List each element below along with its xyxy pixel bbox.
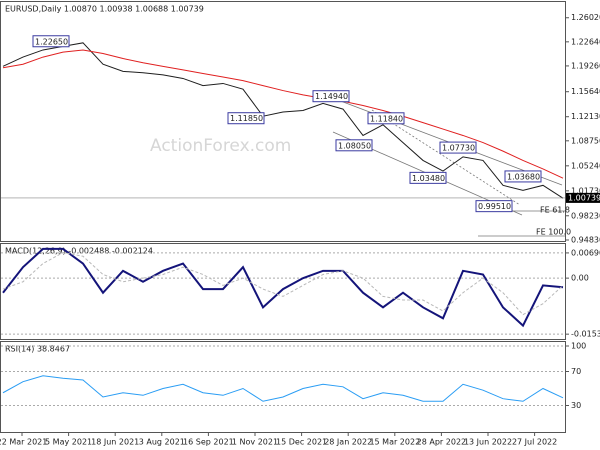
y-tick-label: 1.08750 xyxy=(571,136,600,145)
series-line xyxy=(2,42,564,199)
y-tick-label: 1.26020 xyxy=(571,13,600,22)
y-tick-label: 70 xyxy=(571,367,581,376)
x-tick-label: 1 Nov 2021 xyxy=(232,438,278,447)
fe-label: FE 100.0 xyxy=(536,228,571,237)
series-line xyxy=(2,247,564,328)
x-tick-label: 22 Mar 2021 xyxy=(0,438,47,447)
x-tick-label: 28 Jan 2022 xyxy=(324,438,372,447)
x-tick-label: 3 Aug 2021 xyxy=(139,438,185,447)
x-tick-label: 15 Mar 2022 xyxy=(369,438,420,447)
last-price-label: 1.00739 xyxy=(568,193,600,202)
x-tick-label: 13 Jun 2022 xyxy=(464,438,512,447)
series-line xyxy=(2,375,564,402)
rsi-panel xyxy=(0,341,566,433)
x-tick-label: 28 Apr 2022 xyxy=(417,438,466,447)
x-tick-label: 15 Dec 2021 xyxy=(276,438,327,447)
price-annotation: 1.22650 xyxy=(35,37,68,46)
price-annotation: 1.14940 xyxy=(315,92,348,101)
price-annotation: 1.11840 xyxy=(370,114,403,123)
y-tick-label: 1.05240 xyxy=(571,161,600,170)
y-tick-label: -0.015348 xyxy=(571,330,600,339)
fe-label: FE 61.8 xyxy=(540,206,570,215)
price-annotation: 0.99510 xyxy=(478,202,511,211)
y-tick-label: 100 xyxy=(571,342,586,351)
price-annotation: 1.03680 xyxy=(507,172,540,181)
y-tick-label: 1.15640 xyxy=(571,87,600,96)
y-tick-label: 1.19260 xyxy=(571,61,600,70)
series-line xyxy=(2,49,564,179)
trend-lines xyxy=(329,96,565,237)
price-annotation-box xyxy=(312,90,350,103)
x-tick-label: 16 Sep 2021 xyxy=(183,438,234,447)
rsi-title: RSI(14) 38.8467 xyxy=(5,345,70,354)
y-tick-label: 0.006906 xyxy=(571,248,600,257)
y-tick-label: 1.12130 xyxy=(571,112,600,121)
price-annotation-box xyxy=(32,35,70,48)
price-annotation-box xyxy=(335,139,373,152)
price-annotation: 1.08050 xyxy=(338,141,371,150)
price-annotation-box xyxy=(367,112,405,125)
price-annotation-box xyxy=(409,171,447,184)
y-tick-label: 1.22640 xyxy=(571,37,600,46)
x-tick-label: 18 Jun 2021 xyxy=(91,438,139,447)
series-line xyxy=(2,252,564,316)
y-tick-label: 0.00 xyxy=(571,274,589,283)
y-tick-label: 0.94830 xyxy=(571,236,600,245)
last-price-box xyxy=(566,192,600,203)
watermark: ActionForex.com xyxy=(150,136,291,156)
x-tick-label: 27 Jul 2022 xyxy=(512,438,557,447)
price-annotation-box xyxy=(475,200,513,213)
price-annotation-box xyxy=(439,141,477,154)
price-title: EURUSD,Daily 1.00870 1.00938 1.00688 1.0… xyxy=(5,5,204,14)
price-annotation: 1.03480 xyxy=(412,174,445,183)
macd-title: MACD(12,26,9) -0.002488 -0.002124 xyxy=(5,247,153,256)
price-annotation-box xyxy=(227,112,265,125)
x-tick-label: 5 May 2021 xyxy=(45,438,92,447)
price-annotation-box xyxy=(504,170,542,183)
price-annotation: 1.07730 xyxy=(442,144,475,153)
price-panel xyxy=(0,1,566,242)
macd-panel xyxy=(0,243,566,340)
price-annotation: 1.11850 xyxy=(230,114,263,123)
y-tick-label: 30 xyxy=(571,401,581,410)
